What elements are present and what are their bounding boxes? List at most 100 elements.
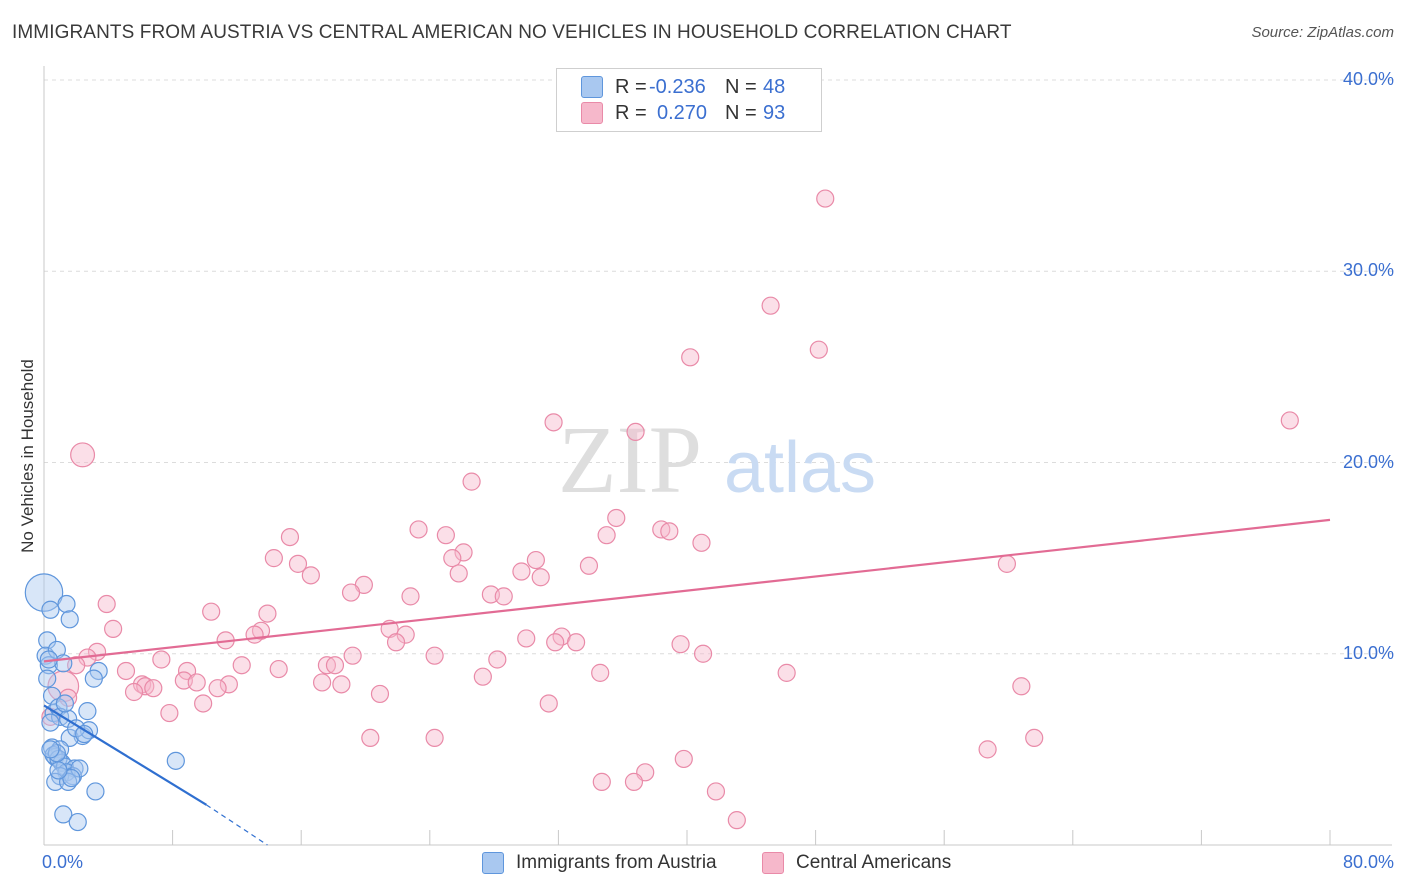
austria-point (41, 600, 60, 619)
chart-title: IMMIGRANTS FROM AUSTRIA VS CENTRAL AMERI… (12, 22, 1012, 43)
legend-r-value: -0.236 (649, 75, 706, 98)
central-americans-point (425, 646, 444, 665)
source-credit: Source: ZipAtlas.com (1251, 24, 1394, 41)
central-americans-point (361, 728, 380, 748)
legend-r-value: 0.270 (657, 101, 708, 124)
axes (43, 66, 1392, 846)
central-americans-point (187, 673, 206, 692)
central-americans-point (436, 526, 455, 545)
central-americans-point (258, 604, 277, 623)
central-americans-point (232, 656, 251, 675)
austria-points (24, 573, 185, 832)
central-americans-point (59, 688, 78, 707)
legend-swatch-central (581, 102, 603, 124)
central-americans-point (579, 556, 599, 575)
central-americans-point (978, 740, 997, 759)
central-americans-point (473, 667, 492, 686)
central-americans-point (386, 633, 406, 652)
central-americans-point (693, 644, 713, 663)
y-tick-label: 10.0% (1342, 642, 1394, 663)
central-americans-point (116, 661, 136, 681)
central-americans-point (269, 659, 288, 679)
legend-r-label: R = (615, 101, 647, 124)
central-americans-point (341, 583, 361, 602)
central-americans-point (124, 682, 144, 702)
central-americans-point (626, 422, 645, 441)
central-americans-point (264, 549, 283, 568)
y-tick-label: 20.0% (1342, 451, 1394, 472)
austria-point (41, 713, 60, 732)
central-americans-point (1280, 411, 1299, 430)
series-legend: Immigrants from Austria Central American… (0, 852, 1406, 878)
austria-point (57, 594, 76, 614)
central-americans-point (494, 587, 513, 606)
austria-point (49, 761, 68, 780)
central-americans-point (777, 663, 796, 682)
central-americans-point (597, 526, 616, 545)
austria-point (38, 631, 57, 650)
y-tick-label: 40.0% (1342, 69, 1394, 89)
austria-point (60, 610, 79, 629)
central-americans-point (671, 635, 690, 654)
trend-lines (43, 518, 1331, 846)
central-americans-point (1025, 728, 1044, 748)
austria-point (68, 812, 87, 832)
austria-point (78, 702, 97, 721)
legend-swatch-central (762, 852, 784, 874)
central-americans-point (312, 673, 332, 692)
correlation-legend: R = -0.236 N = 48 R = 0.270 N = 93 (556, 68, 822, 132)
austria-point (54, 805, 73, 824)
central-americans-point (396, 625, 415, 644)
central-americans-point (544, 413, 563, 432)
central-americans-point (301, 566, 320, 585)
central-americans-point (531, 568, 550, 587)
central-americans-point (674, 749, 693, 769)
x-tick-label: 0.0% (42, 852, 84, 872)
austria-point (166, 751, 185, 770)
central-americans-point (512, 562, 531, 581)
austria-point (86, 782, 105, 801)
central-americans-point (517, 629, 536, 648)
central-americans-point (208, 679, 227, 698)
gridlines (44, 79, 1392, 655)
central-americans-point (539, 694, 558, 713)
legend-item-central[interactable]: Central Americans (762, 852, 951, 874)
central-americans-point (97, 594, 116, 614)
central-americans-point (761, 296, 780, 315)
central-americans-point (343, 646, 362, 665)
central-americans-point (607, 508, 626, 528)
central-americans-point (144, 679, 163, 698)
watermark-atlas: atlas (724, 428, 876, 508)
x-tick-label: 80.0% (1342, 852, 1394, 872)
central-americans-point (488, 650, 507, 669)
central-americans-point (288, 554, 308, 573)
legend-n-value: 93 (763, 101, 786, 124)
central-americans-trend-line (43, 518, 1331, 663)
central-americans-point (449, 564, 468, 583)
central-americans-point (809, 340, 828, 359)
central-americans-point (245, 625, 264, 644)
legend-item-austria[interactable]: Immigrants from Austria (482, 852, 717, 874)
austria-point (55, 694, 74, 713)
watermark-zip: ZIP (558, 406, 702, 513)
central-americans-point (160, 703, 179, 723)
legend-swatch-austria (482, 852, 504, 874)
legend-row-austria: R = -0.236 N = 48 (581, 74, 785, 100)
austria-trend-line (43, 704, 207, 806)
central-americans-point (692, 533, 711, 552)
central-americans-point (591, 663, 610, 682)
watermark: ZIP atlas (558, 406, 876, 513)
central-americans-point (425, 728, 444, 748)
central-americans-point (401, 587, 420, 606)
central-americans-point (1012, 677, 1031, 696)
central-americans-point (462, 472, 481, 491)
central-americans-point (546, 633, 565, 652)
central-americans-points (41, 189, 1299, 830)
central-americans-point (443, 549, 462, 568)
austria-trend-extension (206, 804, 268, 846)
austria-point (41, 740, 60, 759)
austria-point (38, 669, 57, 688)
central-americans-point (152, 650, 171, 669)
central-americans-point (70, 442, 96, 468)
